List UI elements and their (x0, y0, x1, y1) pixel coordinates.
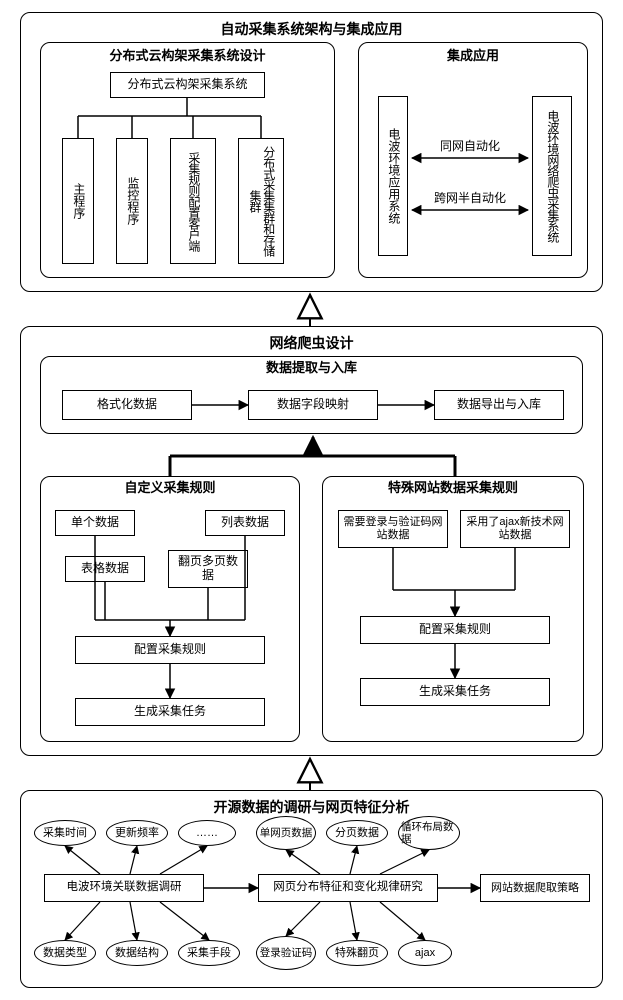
custom-list-label: 列表数据 (221, 516, 269, 530)
section-bottom-title: 开源数据的调研与网页特征分析 (214, 797, 410, 817)
extract-step-2-label: 数据导出与入库 (457, 398, 541, 412)
top-right-link-bottom: 跨网半自动化 (420, 192, 520, 206)
ellipse-lt-0: 采集时间 (34, 820, 96, 846)
custom-gen: 生成采集任务 (75, 698, 265, 726)
top-left-child-1: 监控程序 (116, 138, 148, 264)
bottom-left-box-label: 电波环境关联数据调研 (67, 881, 182, 894)
special-gen-label: 生成采集任务 (419, 685, 491, 699)
ellipse-mt-0-label: 单网页数据 (260, 827, 313, 839)
extract-step-0-label: 格式化数据 (97, 398, 157, 412)
custom-config-label: 配置采集规则 (134, 643, 206, 657)
ellipse-lb-1-label: 数据结构 (115, 947, 159, 960)
ellipse-lb-2: 采集手段 (178, 940, 240, 966)
special-ajax-label: 采用了ajax新技术网站数据 (465, 516, 565, 541)
section-middle-title: 网络爬虫设计 (270, 333, 354, 353)
top-left-child-2: 采集规则配置客户端 (170, 138, 216, 264)
top-left-root: 分布式云构架采集系统 (110, 72, 265, 98)
custom-title: 自定义采集规则 (124, 481, 215, 496)
custom-single-label: 单个数据 (71, 516, 119, 530)
top-left-child-1-label: 监控程序 (125, 177, 139, 225)
top-left-child-2-label: 采集规则配置客户端 (186, 152, 200, 251)
custom-single: 单个数据 (55, 510, 135, 536)
top-left-title: 分布式云构架采集系统设计 (109, 49, 265, 64)
special-login: 需要登录与验证码网站数据 (338, 510, 448, 548)
ellipse-lt-2-label: …… (196, 827, 218, 840)
diagram-canvas: 自动采集系统架构与集成应用 分布式云构架采集系统设计 分布式云构架采集系统 主程… (0, 0, 623, 1000)
custom-gen-label: 生成采集任务 (134, 705, 206, 719)
ellipse-lt-1-label: 更新频率 (115, 827, 159, 840)
ellipse-lb-2-label: 采集手段 (187, 947, 231, 960)
special-config-label: 配置采集规则 (419, 623, 491, 637)
custom-config: 配置采集规则 (75, 636, 265, 664)
top-left-root-label: 分布式云构架采集系统 (127, 78, 247, 92)
custom-list: 列表数据 (205, 510, 285, 536)
ellipse-lb-0: 数据类型 (34, 940, 96, 966)
special-config: 配置采集规则 (360, 616, 550, 644)
special-login-label: 需要登录与验证码网站数据 (343, 516, 443, 541)
special-gen: 生成采集任务 (360, 678, 550, 706)
top-right-title: 集成应用 (447, 49, 499, 64)
ellipse-mt-1: 分页数据 (326, 820, 388, 846)
extract-step-1-label: 数据字段映射 (277, 398, 349, 412)
ellipse-mb-1: 特殊翻页 (326, 940, 388, 966)
top-left-child-3: 分布式采集集群和存储集群 (238, 138, 284, 264)
ellipse-mt-1-label: 分页数据 (335, 827, 379, 840)
top-right-right-vert: 电波环境网络爬虫采集系统 (532, 96, 572, 256)
ellipse-mb-0-label: 登录验证码 (260, 947, 313, 959)
ellipse-mt-2: 循环布局数据 (398, 816, 460, 850)
custom-table: 表格数据 (65, 556, 145, 582)
bottom-right-box-label: 网站数据爬取策略 (491, 882, 579, 895)
top-right-left-label: 电波环境应用系统 (386, 128, 400, 224)
ellipse-mt-0: 单网页数据 (256, 816, 316, 850)
extract-step-1: 数据字段映射 (248, 390, 378, 420)
custom-paged: 翻页多页数据 (168, 550, 248, 588)
extract-step-0: 格式化数据 (62, 390, 192, 420)
bottom-right-box: 网站数据爬取策略 (480, 874, 590, 902)
ellipse-lt-2: …… (178, 820, 236, 846)
top-right-left-vert: 电波环境应用系统 (378, 96, 408, 256)
special-title: 特殊网站数据采集规则 (388, 481, 518, 496)
top-left-child-0: 主程序 (62, 138, 94, 264)
top-right-link-top: 同网自动化 (420, 140, 520, 154)
top-left-child-3-label: 分布式采集集群和存储集群 (247, 141, 275, 261)
top-right-right-label: 电波环境网络爬虫采集系统 (545, 110, 559, 242)
special-ajax: 采用了ajax新技术网站数据 (460, 510, 570, 548)
ellipse-lt-1: 更新频率 (106, 820, 168, 846)
ellipse-lb-1: 数据结构 (106, 940, 168, 966)
custom-paged-label: 翻页多页数据 (173, 555, 243, 583)
ellipse-mb-0: 登录验证码 (256, 936, 316, 970)
ellipse-mb-2: ajax (398, 940, 452, 966)
section-top-title: 自动采集系统架构与集成应用 (221, 19, 403, 39)
bottom-mid-box: 网页分布特征和变化规律研究 (258, 874, 438, 902)
bottom-mid-box-label: 网页分布特征和变化规律研究 (273, 881, 423, 894)
custom-table-label: 表格数据 (81, 562, 129, 576)
ellipse-lt-0-label: 采集时间 (43, 827, 87, 840)
bottom-left-box: 电波环境关联数据调研 (44, 874, 204, 902)
top-left-child-0-label: 主程序 (71, 183, 85, 219)
extract-title: 数据提取与入库 (266, 361, 357, 376)
ellipse-mt-2-label: 循环布局数据 (401, 821, 457, 845)
ellipse-mb-1-label: 特殊翻页 (335, 947, 379, 960)
extract-step-2: 数据导出与入库 (434, 390, 564, 420)
ellipse-mb-2-label: ajax (415, 947, 435, 960)
ellipse-lb-0-label: 数据类型 (43, 947, 87, 960)
